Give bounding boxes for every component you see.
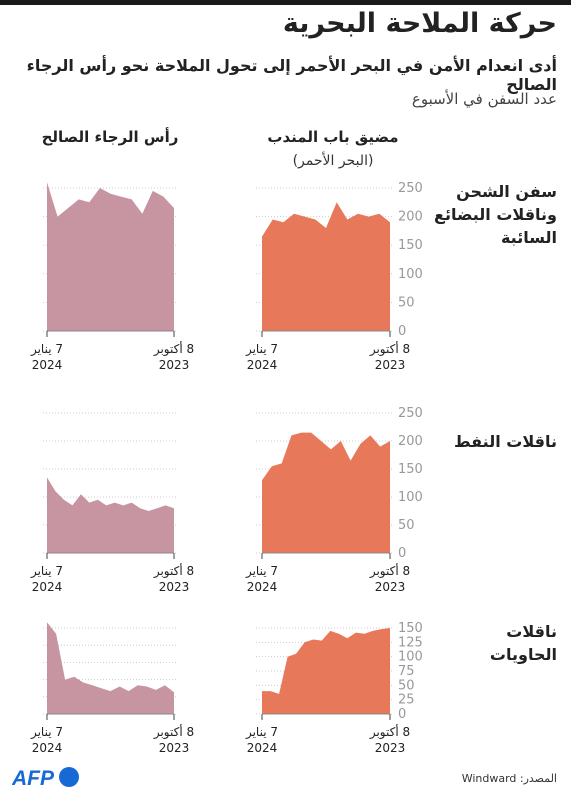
y-tick-label-containers-125: 125 xyxy=(398,635,423,650)
y-tick-label-oil-250: 250 xyxy=(398,406,423,421)
x-label-start-containers-cape: 8 أكتوبر xyxy=(153,724,194,740)
y-tick-label-oil-200: 200 xyxy=(398,434,423,449)
x-label-end-oil-cape: 7 يناير xyxy=(30,564,63,579)
x-label-end-containers-bab: 7 يناير xyxy=(245,725,278,740)
y-tick-label-bulk-200: 200 xyxy=(398,210,423,225)
afp-logo: AFP xyxy=(12,767,79,790)
x-label-start-containers-bab: 8 أكتوبر xyxy=(369,724,410,740)
x-label-end-year-containers-bab: 2024 xyxy=(247,741,278,755)
y-tick-label-containers-150: 150 xyxy=(398,621,423,636)
y-tick-label-containers-0: 0 xyxy=(398,707,406,722)
x-label-end-year-containers-cape: 2024 xyxy=(32,741,63,755)
y-tick-label-containers-75: 75 xyxy=(398,664,415,679)
column-title-cape: رأس الرجاء الصالح xyxy=(41,128,179,146)
y-tick-label-oil-50: 50 xyxy=(398,518,415,533)
y-tick-label-oil-100: 100 xyxy=(398,490,423,505)
x-label-end-year-oil-bab: 2024 xyxy=(247,580,278,594)
x-label-start-oil-cape: 8 أكتوبر xyxy=(153,563,194,579)
unit-label: عدد السفن في الأسبوع xyxy=(411,90,557,108)
x-label-start-year-oil-bab: 2023 xyxy=(375,580,406,594)
y-tick-label-containers-25: 25 xyxy=(398,693,415,708)
x-label-start-year-bulk-bab: 2023 xyxy=(375,358,406,372)
row-label-oil: ناقلات النفط xyxy=(454,432,557,451)
area-series-containers-cape xyxy=(47,622,174,714)
column-title-bab: مضيق باب المندب xyxy=(267,128,399,146)
top-bar xyxy=(0,0,571,5)
y-tick-label-containers-100: 100 xyxy=(398,650,423,665)
y-tick-label-oil-150: 150 xyxy=(398,462,423,477)
page-subtitle: أدى انعدام الأمن في البحر الأحمر إلى تحو… xyxy=(26,56,557,94)
row-label-bulk: سفن الشحن وناقلات البضائع السائبة xyxy=(434,182,557,248)
x-label-end-oil-bab: 7 يناير xyxy=(245,564,278,579)
area-series-bulk-cape xyxy=(47,182,174,331)
column-subtitle-bab: (البحر الأحمر) xyxy=(292,153,374,169)
x-label-start-bulk-cape: 8 أكتوبر xyxy=(153,341,194,357)
x-label-start-bulk-bab: 8 أكتوبر xyxy=(369,341,410,357)
x-label-start-year-bulk-cape: 2023 xyxy=(159,358,190,372)
x-label-end-bulk-cape: 7 يناير xyxy=(30,342,63,357)
x-label-start-year-oil-cape: 2023 xyxy=(159,580,190,594)
y-tick-label-bulk-100: 100 xyxy=(398,267,423,282)
x-label-start-year-containers-bab: 2023 xyxy=(375,741,406,755)
row-label-containers: ناقلات الحاويات xyxy=(489,622,557,665)
source-note: المصدر: Windward xyxy=(461,772,557,785)
x-label-end-year-bulk-cape: 2024 xyxy=(32,358,63,372)
y-tick-label-bulk-50: 50 xyxy=(398,295,415,310)
x-label-end-containers-cape: 7 يناير xyxy=(30,725,63,740)
x-label-start-year-containers-cape: 2023 xyxy=(159,741,190,755)
y-tick-label-bulk-150: 150 xyxy=(398,238,423,253)
page-title: حركة الملاحة البحرية xyxy=(282,8,557,39)
x-label-end-bulk-bab: 7 يناير xyxy=(245,342,278,357)
y-tick-label-bulk-250: 250 xyxy=(398,181,423,196)
svg-text:AFP: AFP xyxy=(12,767,55,790)
x-label-start-oil-bab: 8 أكتوبر xyxy=(369,563,410,579)
y-tick-label-oil-0: 0 xyxy=(398,546,406,561)
area-series-bulk-bab xyxy=(262,202,390,331)
area-series-oil-bab xyxy=(262,432,390,553)
y-tick-label-bulk-0: 0 xyxy=(398,324,406,339)
area-series-oil-cape xyxy=(47,477,174,553)
y-tick-label-containers-50: 50 xyxy=(398,678,415,693)
x-label-end-year-bulk-bab: 2024 xyxy=(247,358,278,372)
area-series-containers-bab xyxy=(262,628,390,714)
x-label-end-year-oil-cape: 2024 xyxy=(32,580,63,594)
